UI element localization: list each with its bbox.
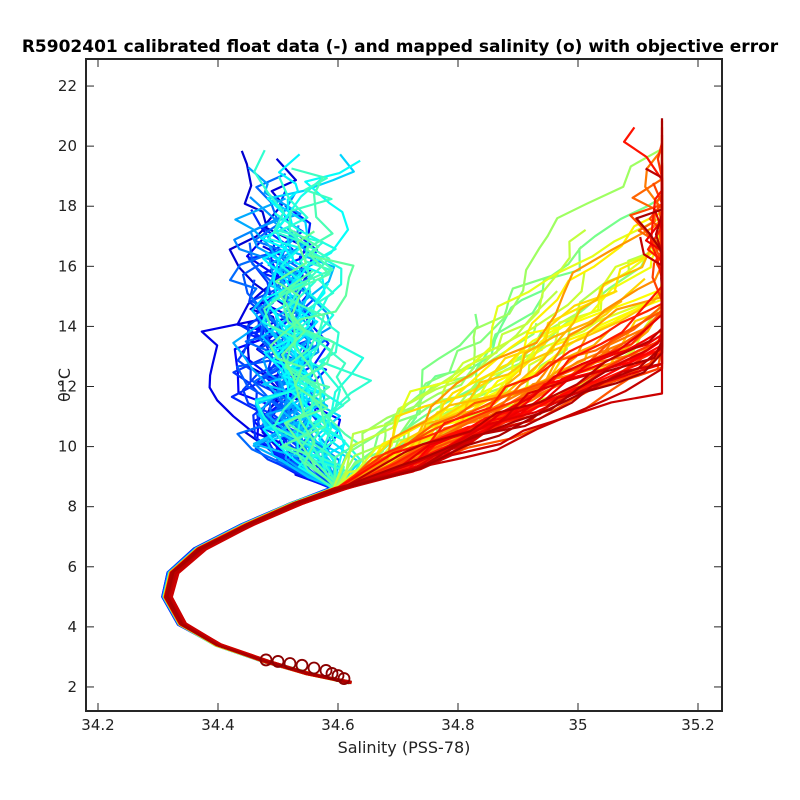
x-tick-label: 34.2 xyxy=(81,716,114,734)
mapped-salinity-point xyxy=(283,657,297,670)
profile-line xyxy=(166,177,664,683)
profile-line xyxy=(167,178,664,684)
mapped-salinity-point xyxy=(325,667,339,680)
float-profiles xyxy=(161,118,664,685)
y-tick-label: 6 xyxy=(67,558,77,576)
mapped-salinity-point xyxy=(259,653,273,667)
y-tick-label: 12 xyxy=(58,378,77,396)
profile-line xyxy=(169,290,558,685)
y-tick-label: 16 xyxy=(58,257,77,275)
profile-line xyxy=(164,330,664,684)
y-axis-label: θ °C xyxy=(55,368,74,402)
y-tick-label: 8 xyxy=(67,498,77,516)
y-axis-ticks: 2 4 6 8 10 12 14 16 18 20 22 xyxy=(58,77,722,696)
x-tick-label: 34.4 xyxy=(201,716,234,734)
profile-line xyxy=(169,277,646,684)
plot-frame xyxy=(85,58,723,712)
profile-line xyxy=(166,118,664,684)
profile-line xyxy=(167,319,352,684)
y-tick-label: 22 xyxy=(58,77,77,95)
profile-line xyxy=(168,167,664,684)
mapped-salinity-point xyxy=(271,655,285,668)
mapped-salinity-point xyxy=(295,658,309,672)
x-tick-label: 35.2 xyxy=(681,716,714,734)
x-tick-label: 34.8 xyxy=(441,716,474,734)
y-tick-label: 20 xyxy=(58,137,77,155)
chart-title: R5902401 calibrated float data (-) and m… xyxy=(22,37,779,57)
x-tick-label: 35 xyxy=(568,716,587,734)
mapped-salinity-point xyxy=(331,669,345,682)
y-tick-label: 2 xyxy=(67,678,77,696)
y-tick-label: 10 xyxy=(58,438,77,456)
mapped-salinity-point xyxy=(337,672,351,685)
profile-line xyxy=(164,126,664,684)
mapped-salinity-point xyxy=(307,661,321,675)
y-tick-label: 4 xyxy=(67,618,77,636)
mapped-salinity-point xyxy=(319,664,333,677)
x-axis-ticks: 34.2 34.4 34.6 34.8 35 35.2 xyxy=(81,59,715,734)
x-tick-label: 34.6 xyxy=(321,716,354,734)
mapped-salinity-points xyxy=(259,653,351,685)
y-tick-label: 18 xyxy=(58,197,77,215)
y-tick-label: 14 xyxy=(58,317,77,335)
profile-line xyxy=(166,322,538,684)
profile-line xyxy=(164,143,664,684)
x-axis-label: Salinity (PSS-78) xyxy=(338,738,471,757)
profile-line xyxy=(166,178,664,684)
